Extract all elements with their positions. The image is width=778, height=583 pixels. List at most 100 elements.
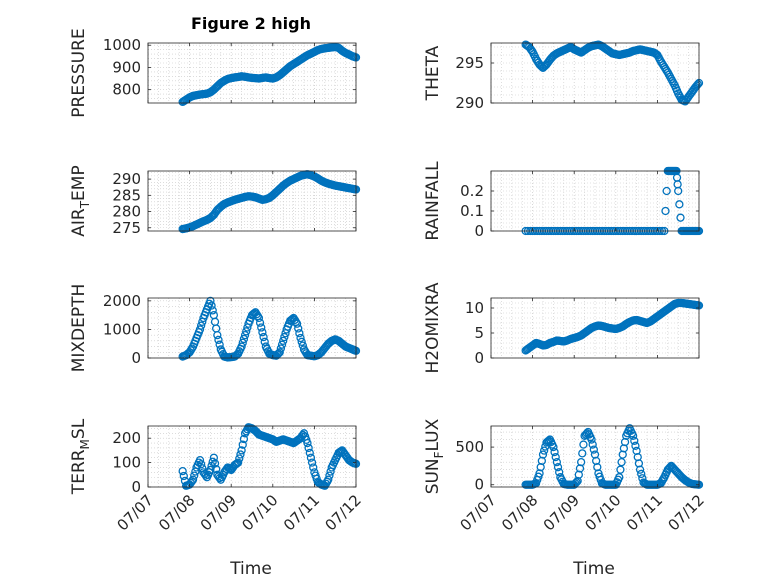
x-tick-label: 07/11 xyxy=(623,491,666,534)
figure-title: Figure 2 high xyxy=(191,14,311,33)
data-point-terr-msl xyxy=(238,440,247,449)
x-axis-label-right: Time xyxy=(572,559,615,579)
data-point-terr-msl xyxy=(188,475,198,484)
data-point-theta xyxy=(662,66,671,75)
y-tick-label: 1000 xyxy=(103,36,141,54)
data-point-terr-msl xyxy=(233,458,243,467)
data-point-sun-flux xyxy=(616,465,625,474)
data-point-mixdepth xyxy=(294,324,303,333)
x-axis-label-left: Time xyxy=(229,559,272,579)
y-tick-label: 200 xyxy=(112,429,141,447)
x-tick-label: 07/12 xyxy=(665,491,708,534)
data-point-terr-msl xyxy=(239,434,249,444)
data-point-terr-msl xyxy=(305,448,314,457)
data-point-mixdepth xyxy=(206,296,215,306)
data-point-sun-flux xyxy=(551,452,560,462)
panel-rainfall: 0 0.1 0.2 RAINFALL xyxy=(423,161,704,241)
data-point-sun-flux xyxy=(631,441,640,450)
y-axis-label-main: H2OMIXRA xyxy=(423,282,443,373)
data-point-sun-flux xyxy=(553,463,563,472)
y-tick-label: 0 xyxy=(131,478,141,496)
data-point-mixdepth xyxy=(255,318,265,327)
data-point-sun-flux xyxy=(589,445,598,454)
y-tick-label: 800 xyxy=(112,81,141,99)
data-point-mixdepth xyxy=(295,329,304,338)
data-point-mixdepth xyxy=(215,340,224,349)
data-point-terr-msl xyxy=(206,465,215,475)
data-point-terr-msl xyxy=(324,475,333,484)
y-axis-label-tail: SL xyxy=(69,418,89,439)
axes-box xyxy=(490,42,700,104)
y-axis-label-main: PRESSURE xyxy=(69,28,89,117)
data-point-theta xyxy=(692,81,701,90)
data-point-mixdepth xyxy=(258,328,267,337)
y-tick-label: 900 xyxy=(112,58,141,76)
data-point-terr-msl xyxy=(307,458,317,467)
data-point-mixdepth xyxy=(259,332,268,342)
axes-box xyxy=(147,297,357,359)
data-point-mixdepth xyxy=(296,333,305,343)
data-point-mixdepth xyxy=(279,336,288,346)
data-point-terr-msl xyxy=(304,443,313,453)
x-tick-label: 07/10 xyxy=(581,491,624,534)
data-point-mixdepth xyxy=(276,344,286,353)
data-point-mixdepth xyxy=(260,337,269,346)
data-point-theta xyxy=(537,62,546,71)
y-tick-label: 0 xyxy=(474,476,484,494)
y-tick-label: 5 xyxy=(474,324,484,342)
data-point-terr-msl xyxy=(235,454,244,463)
data-point-mixdepth xyxy=(297,337,306,346)
y-axis-label-sub: F xyxy=(432,451,446,458)
data-point-sun-flux xyxy=(588,440,597,449)
data-point-sun-flux xyxy=(630,436,639,445)
y-axis-label-sub: T xyxy=(78,200,92,209)
data-point-rainfall xyxy=(676,213,685,222)
y-tick-label: 0 xyxy=(131,349,141,367)
x-tick-label: 07/08 xyxy=(498,491,541,534)
data-point-sun-flux xyxy=(540,446,549,455)
data-point-mixdepth xyxy=(213,330,222,340)
data-point-sun-flux xyxy=(615,473,624,482)
y-tick-label: 290 xyxy=(455,94,484,112)
x-tick-label: 07/08 xyxy=(155,491,198,534)
data-point-rainfall xyxy=(662,186,671,196)
y-tick-label: 10 xyxy=(465,299,484,317)
data-point-sun-flux xyxy=(635,465,645,474)
y-axis-label-sun-flux: SUNFLUX xyxy=(423,418,446,494)
data-point-terr-msl xyxy=(309,463,318,472)
data-point-sun-flux xyxy=(538,450,548,459)
y-axis-label-air-temp: AIRTEMP xyxy=(69,165,92,236)
axes-box xyxy=(147,425,357,488)
y-axis-label-main: RAINFALL xyxy=(423,161,443,241)
data-point-rainfall xyxy=(674,186,683,196)
panel-theta: 290 295 THETA xyxy=(423,40,704,112)
y-axis-label-sub: M xyxy=(78,439,92,449)
y-tick-label: 100 xyxy=(112,454,141,472)
x-tick-label: 07/12 xyxy=(322,491,365,534)
y-axis-label-terr-msl: TERRMSL xyxy=(69,418,92,495)
y-axis-label-rainfall: RAINFALL xyxy=(423,161,443,241)
axes-box xyxy=(490,170,700,232)
data-point-mixdepth xyxy=(208,306,217,315)
data-point-mixdepth xyxy=(214,335,223,345)
x-tick-label: 07/09 xyxy=(197,491,240,534)
data-point-terr-msl xyxy=(209,453,219,462)
data-point-mixdepth xyxy=(280,332,289,342)
y-tick-label: 295 xyxy=(455,54,484,72)
data-point-mixdepth xyxy=(277,340,287,349)
data-point-terr-msl xyxy=(195,456,205,465)
y-tick-label: 1000 xyxy=(103,320,141,338)
data-point-sun-flux xyxy=(637,469,646,479)
data-point-mixdepth xyxy=(292,319,302,328)
x-tick-label: 07/09 xyxy=(540,491,583,534)
y-axis-label-tail: LUX xyxy=(423,418,443,451)
data-point-mixdepth xyxy=(249,310,258,319)
data-point-rainfall xyxy=(675,200,684,209)
data-point-terr-msl xyxy=(325,471,334,480)
y-axis-label-theta: THETA xyxy=(423,45,443,101)
x-tick-label: 07/07 xyxy=(457,491,500,534)
